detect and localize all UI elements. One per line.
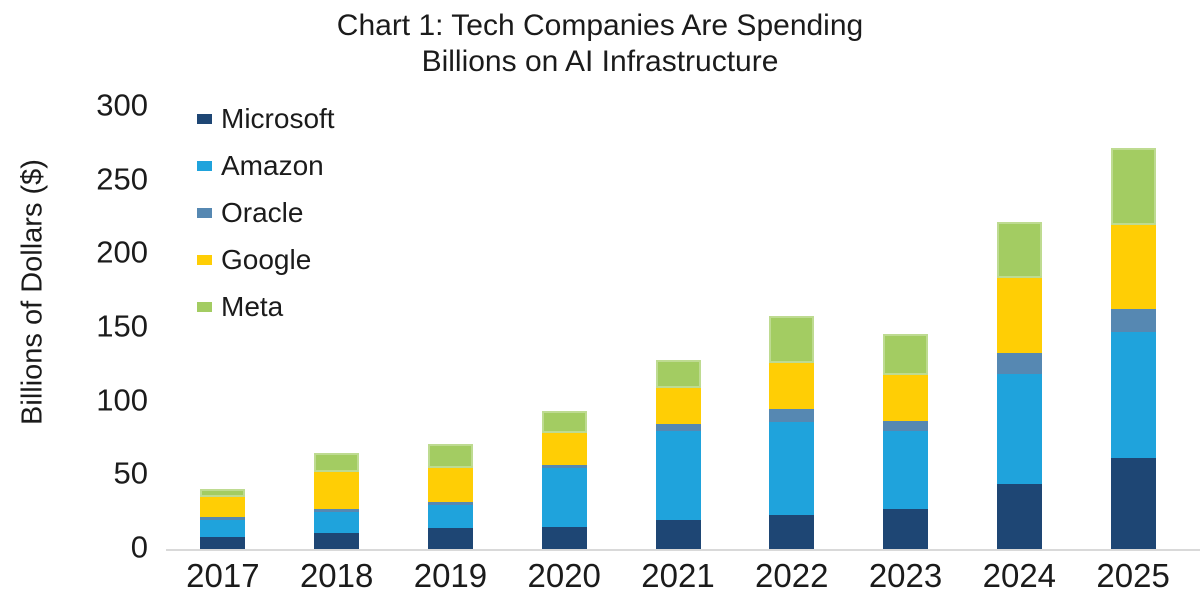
- chart-title-line-2: Billions on AI Infrastructure: [421, 45, 779, 78]
- bar-segment-google-2019: [427, 467, 473, 502]
- x-tick-label-2019: 2019: [413, 557, 488, 594]
- chart-title: Chart 1: Tech Companies Are Spending Bil…: [0, 8, 1200, 80]
- bar-segment-microsoft-2023: [883, 509, 929, 549]
- legend-swatch-google: [197, 254, 212, 265]
- bar-segment-google-2017: [200, 497, 246, 517]
- y-tick-label-200: 200: [96, 234, 148, 270]
- bar-segment-meta-2018: [314, 453, 360, 473]
- legend: Microsoft Amazon Oracle Google Meta: [197, 95, 335, 330]
- bar-segment-microsoft-2022: [769, 515, 815, 549]
- legend-swatch-amazon: [197, 160, 212, 171]
- bar-segment-oracle-2023: [883, 420, 929, 432]
- bar-segment-google-2025: [1110, 224, 1156, 309]
- bar-segment-google-2022: [769, 363, 815, 410]
- bar-segment-meta-2023: [883, 333, 929, 376]
- y-tick-label-250: 250: [96, 161, 148, 197]
- x-axis-line: [166, 549, 1200, 551]
- x-tick-label-2020: 2020: [527, 557, 601, 594]
- legend-swatch-meta: [197, 301, 212, 312]
- y-tick-label-50: 50: [113, 455, 148, 491]
- legend-label-meta: Meta: [221, 290, 284, 322]
- legend-label-google: Google: [221, 243, 312, 275]
- y-tick-label-100: 100: [96, 382, 148, 418]
- bar-segment-amazon-2025: [1110, 332, 1156, 458]
- bar-segment-meta-2024: [996, 221, 1042, 278]
- x-tick-label-2021: 2021: [641, 557, 715, 594]
- bar-segment-amazon-2019: [427, 504, 473, 529]
- bar-segment-amazon-2023: [883, 431, 929, 510]
- bar-segment-amazon-2020: [541, 467, 587, 527]
- bar-segment-oracle-2020: [541, 465, 587, 468]
- bar-segment-google-2020: [541, 432, 587, 465]
- legend-swatch-oracle: [197, 207, 212, 218]
- bar-segment-oracle-2018: [314, 509, 360, 513]
- bar-segment-microsoft-2019: [427, 528, 473, 549]
- legend-item-oracle: Oracle: [197, 189, 335, 236]
- bar-segment-meta-2025: [1110, 148, 1156, 225]
- y-tick-label-0: 0: [130, 529, 148, 565]
- y-tick-label-300: 300: [96, 87, 148, 123]
- bar-segment-oracle-2021: [655, 423, 701, 432]
- x-tick-label-2023: 2023: [868, 557, 943, 594]
- x-tick-label-2017: 2017: [186, 557, 260, 594]
- bar-segment-microsoft-2021: [655, 519, 701, 549]
- bar-segment-microsoft-2018: [314, 532, 360, 549]
- legend-swatch-microsoft: [197, 113, 212, 124]
- bar-segment-microsoft-2017: [200, 537, 246, 549]
- bar-segment-amazon-2018: [314, 512, 360, 533]
- bar-segment-oracle-2022: [769, 409, 815, 423]
- x-tick-label-2022: 2022: [755, 557, 829, 594]
- bar-segment-google-2018: [314, 472, 360, 510]
- legend-label-amazon: Amazon: [221, 149, 324, 181]
- bar-segment-meta-2017: [200, 488, 246, 498]
- x-tick-label-2025: 2025: [1096, 557, 1170, 594]
- x-tick-label-2018: 2018: [299, 557, 374, 594]
- bar-segment-google-2021: [655, 388, 701, 424]
- legend-item-google: Google: [197, 236, 335, 283]
- bar-segment-meta-2019: [427, 444, 473, 468]
- bar-segment-google-2023: [883, 375, 929, 421]
- bar-segment-meta-2020: [541, 410, 587, 433]
- x-tick-label-2024: 2024: [982, 557, 1057, 594]
- bar-segment-microsoft-2025: [1110, 457, 1156, 549]
- bar-segment-oracle-2019: [427, 501, 473, 505]
- chart-title-line-1: Chart 1: Tech Companies Are Spending: [336, 9, 864, 42]
- bar-segment-meta-2022: [769, 316, 815, 364]
- legend-item-amazon: Amazon: [197, 142, 335, 189]
- bar-segment-oracle-2024: [996, 353, 1042, 374]
- bar-segment-google-2024: [996, 277, 1042, 354]
- legend-label-oracle: Oracle: [221, 196, 304, 228]
- bar-segment-amazon-2022: [769, 422, 815, 516]
- bar-segment-amazon-2017: [200, 519, 246, 538]
- bar-segment-meta-2021: [655, 360, 701, 389]
- bar-segment-amazon-2024: [996, 373, 1042, 485]
- bar-segment-microsoft-2024: [996, 484, 1042, 549]
- legend-item-meta: Meta: [197, 283, 335, 330]
- legend-label-microsoft: Microsoft: [221, 102, 335, 134]
- bar-segment-amazon-2021: [655, 431, 701, 520]
- bar-segment-microsoft-2020: [541, 526, 587, 549]
- bar-segment-oracle-2025: [1110, 308, 1156, 333]
- bar-segment-oracle-2017: [200, 516, 246, 520]
- legend-item-microsoft: Microsoft: [197, 95, 335, 142]
- y-tick-label-150: 150: [96, 308, 148, 344]
